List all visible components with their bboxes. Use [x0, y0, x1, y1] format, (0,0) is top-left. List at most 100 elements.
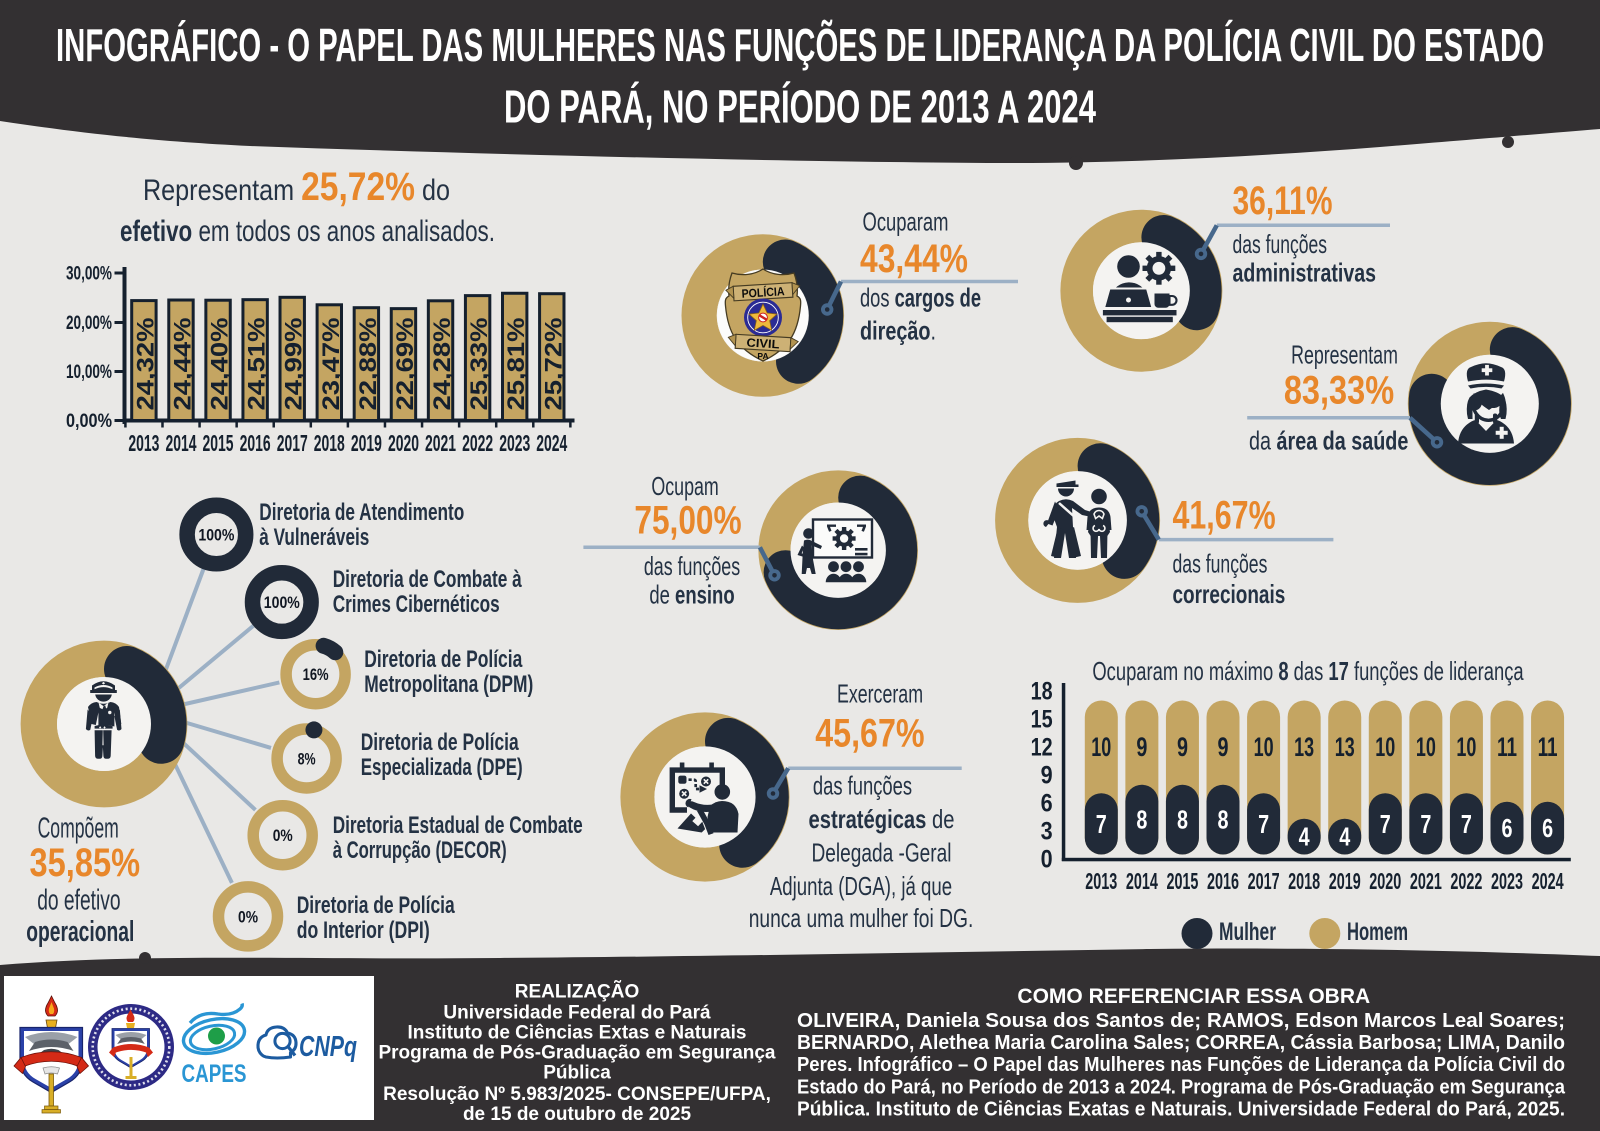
svg-text:direção.: direção. — [860, 316, 936, 346]
svg-text:Diretoria de Polícia: Diretoria de Polícia — [361, 729, 519, 756]
svg-text:efetivo em todos os anos anali: efetivo em todos os anos analisados. — [120, 215, 495, 248]
svg-text:2013: 2013 — [128, 430, 159, 456]
svg-text:24,28%: 24,28% — [429, 318, 456, 411]
svg-text:2013: 2013 — [1085, 868, 1117, 894]
svg-text:de ensino: de ensino — [649, 580, 734, 610]
svg-text:10: 10 — [1456, 732, 1476, 762]
svg-text:0%: 0% — [273, 826, 293, 845]
svg-text:2018: 2018 — [314, 430, 345, 456]
svg-text:à Vulneráveis: à Vulneráveis — [259, 524, 369, 551]
svg-text:41,67%: 41,67% — [1173, 494, 1276, 538]
svg-text:CNPq: CNPq — [299, 1031, 357, 1063]
svg-text:24,40%: 24,40% — [207, 318, 234, 411]
svg-text:Mulher: Mulher — [1219, 918, 1276, 946]
svg-text:15: 15 — [1031, 706, 1053, 734]
svg-text:2017: 2017 — [277, 430, 308, 456]
svg-text:administrativas: administrativas — [1233, 257, 1377, 287]
svg-text:2023: 2023 — [1491, 868, 1523, 894]
svg-text:2021: 2021 — [425, 430, 456, 456]
svg-text:CIVIL: CIVIL — [746, 336, 780, 352]
svg-text:100%: 100% — [264, 593, 300, 612]
svg-text:35,85%: 35,85% — [30, 841, 141, 885]
svg-text:Resolução Nº 5.983/2025- CONSE: Resolução Nº 5.983/2025- CONSEPE/UFPA, — [383, 1084, 771, 1105]
svg-text:REALIZAÇÃO: REALIZAÇÃO — [515, 981, 640, 1003]
svg-text:2014: 2014 — [1126, 868, 1158, 894]
svg-text:7: 7 — [1380, 809, 1391, 839]
svg-text:3: 3 — [1041, 817, 1053, 845]
svg-text:estratégicas de: estratégicas de — [809, 804, 955, 834]
svg-text:Diretoria Estadual de Combate: Diretoria Estadual de Combate — [333, 812, 583, 839]
svg-text:22,88%: 22,88% — [355, 318, 382, 411]
svg-text:22,69%: 22,69% — [392, 318, 419, 411]
svg-text:9: 9 — [1041, 761, 1053, 789]
svg-text:100%: 100% — [198, 526, 234, 545]
svg-text:Diretoria de Polícia: Diretoria de Polícia — [364, 646, 522, 673]
svg-text:Exerceram: Exerceram — [837, 679, 923, 709]
svg-text:11: 11 — [1538, 732, 1558, 762]
svg-text:16%: 16% — [303, 665, 329, 684]
svg-text:Ocuparam no máximo 8 das 17 fu: Ocuparam no máximo 8 das 17 funções de l… — [1092, 656, 1524, 686]
svg-text:2014: 2014 — [165, 430, 196, 456]
svg-text:9: 9 — [1136, 732, 1147, 762]
svg-text:2015: 2015 — [203, 430, 234, 456]
svg-text:12: 12 — [1031, 733, 1053, 761]
svg-text:das funções: das funções — [644, 551, 740, 581]
svg-text:Diretoria de Combate à: Diretoria de Combate à — [333, 566, 522, 593]
svg-text:25,81%: 25,81% — [503, 318, 530, 411]
svg-text:2016: 2016 — [240, 430, 271, 456]
svg-text:24,32%: 24,32% — [132, 318, 159, 411]
svg-text:OLIVEIRA, Daniela Sousa dos Sa: OLIVEIRA, Daniela Sousa dos Santos de; R… — [797, 1009, 1565, 1032]
svg-text:2019: 2019 — [351, 430, 382, 456]
svg-text:2015: 2015 — [1166, 868, 1198, 894]
svg-text:7: 7 — [1258, 809, 1269, 839]
svg-text:Compõem: Compõem — [38, 812, 119, 844]
svg-text:25,72%: 25,72% — [540, 318, 567, 411]
svg-text:Homem: Homem — [1347, 918, 1408, 946]
svg-text:10: 10 — [1416, 732, 1436, 762]
svg-text:10: 10 — [1375, 732, 1395, 762]
svg-text:Representam: Representam — [1291, 340, 1398, 370]
svg-text:36,11%: 36,11% — [1233, 179, 1333, 223]
svg-text:Ocupam: Ocupam — [651, 471, 718, 501]
svg-text:8: 8 — [1218, 805, 1229, 835]
svg-text:10: 10 — [1254, 732, 1274, 762]
svg-text:2021: 2021 — [1410, 868, 1442, 894]
svg-text:correcionais: correcionais — [1173, 579, 1286, 609]
svg-text:43,44%: 43,44% — [860, 237, 968, 281]
svg-text:Pública: Pública — [543, 1063, 611, 1084]
svg-text:Delegada -Geral: Delegada -Geral — [812, 838, 952, 868]
svg-text:83,33%: 83,33% — [1284, 369, 1394, 413]
svg-text:7: 7 — [1420, 809, 1431, 839]
svg-text:23,47%: 23,47% — [318, 318, 345, 411]
svg-text:das funções: das funções — [1233, 229, 1328, 259]
svg-text:Programa de Pós-Graduação em S: Programa de Pós-Graduação em Segurança — [378, 1043, 775, 1064]
svg-text:75,00%: 75,00% — [634, 499, 741, 543]
svg-text:Adjunta (DGA), já que: Adjunta (DGA), já que — [770, 871, 952, 901]
svg-text:Ocuparam: Ocuparam — [863, 206, 949, 236]
svg-text:2017: 2017 — [1248, 868, 1280, 894]
svg-text:10: 10 — [1091, 732, 1111, 762]
svg-text:à Corrupção (DECOR): à Corrupção (DECOR) — [333, 837, 507, 864]
svg-text:CAPES: CAPES — [182, 1060, 247, 1088]
svg-text:operacional: operacional — [26, 916, 134, 948]
svg-text:do Interior (DPI): do Interior (DPI) — [297, 917, 430, 944]
svg-text:9: 9 — [1177, 732, 1188, 762]
svg-text:9: 9 — [1218, 732, 1229, 762]
svg-text:dos cargos de: dos cargos de — [860, 283, 981, 313]
svg-text:Especializada (DPE): Especializada (DPE) — [361, 754, 523, 781]
svg-text:2020: 2020 — [1369, 868, 1401, 894]
svg-text:24,44%: 24,44% — [169, 318, 196, 411]
svg-text:24,99%: 24,99% — [281, 318, 308, 411]
svg-text:2022: 2022 — [462, 430, 493, 456]
svg-text:18: 18 — [1031, 678, 1053, 706]
svg-text:0%: 0% — [238, 907, 258, 926]
svg-text:10,00%: 10,00% — [66, 362, 112, 383]
svg-text:Diretoria de Atendimento: Diretoria de Atendimento — [259, 499, 464, 526]
svg-text:8: 8 — [1177, 805, 1188, 835]
svg-text:Peres. Infográfico – O Papel d: Peres. Infográfico – O Papel das Mulhere… — [797, 1053, 1565, 1076]
svg-text:45,67%: 45,67% — [815, 711, 924, 755]
svg-text:INFOGRÁFICO - O PAPEL DAS MULH: INFOGRÁFICO - O PAPEL DAS MULHERES NAS F… — [56, 19, 1544, 71]
svg-text:2024: 2024 — [1532, 868, 1564, 894]
svg-text:8: 8 — [1136, 805, 1147, 835]
svg-text:7: 7 — [1461, 809, 1472, 839]
